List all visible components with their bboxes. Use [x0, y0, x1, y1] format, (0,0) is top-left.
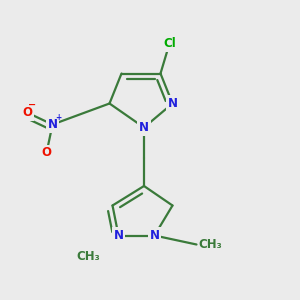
Text: N: N	[113, 229, 124, 242]
Text: −: −	[28, 100, 37, 110]
Text: N: N	[167, 97, 178, 110]
Text: N: N	[47, 118, 58, 131]
Text: N: N	[139, 121, 149, 134]
Text: CH₃: CH₃	[76, 250, 100, 263]
Text: O: O	[41, 146, 52, 160]
Text: CH₃: CH₃	[198, 238, 222, 251]
Text: Cl: Cl	[163, 37, 176, 50]
Text: +: +	[55, 112, 61, 122]
Text: N: N	[149, 229, 160, 242]
Text: O: O	[22, 106, 32, 119]
